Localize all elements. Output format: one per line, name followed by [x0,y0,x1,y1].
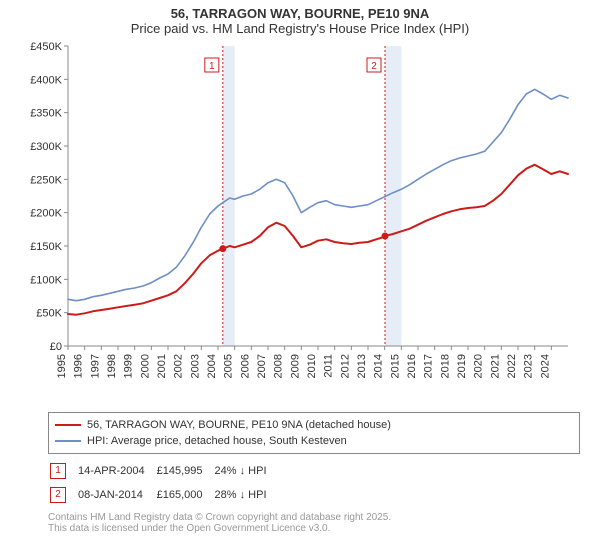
sale-row-delta: 28% ↓ HPI [215,484,277,506]
x-tick-label: 2013 [356,354,368,378]
y-tick-label: £100K [30,274,62,286]
footer: Contains HM Land Registry data © Crown c… [48,512,580,534]
x-tick-label: 1998 [106,354,118,378]
x-tick-label: 2016 [406,354,418,378]
footer-line-2: This data is licensed under the Open Gov… [48,523,580,534]
x-tick-label: 2008 [273,354,285,378]
x-tick-label: 1996 [73,354,85,378]
sale-marker-number: 1 [209,61,215,72]
x-tick-label: 2011 [323,354,335,378]
y-tick-label: £300K [30,141,62,153]
x-tick-label: 1997 [89,354,101,378]
series-hpi [68,89,568,300]
x-tick-label: 2002 [173,354,185,378]
sale-row-date: 14-APR-2004 [78,460,155,482]
x-tick-label: 2015 [389,354,401,378]
x-tick-label: 1995 [56,354,68,378]
y-tick-label: £250K [30,174,62,186]
y-tick-label: £450K [30,41,62,53]
y-tick-label: £150K [30,241,62,253]
title-block: 56, TARRAGON WAY, BOURNE, PE10 9NA Price… [0,0,600,36]
x-tick-label: 2001 [156,354,168,378]
x-tick-label: 2021 [489,354,501,378]
sale-row-marker-cell: 2 [50,484,76,506]
sale-row-marker: 2 [50,487,66,503]
address-title: 56, TARRAGON WAY, BOURNE, PE10 9NA [0,6,600,21]
x-tick-label: 2010 [306,354,318,378]
legend-label: HPI: Average price, detached house, Sout… [87,433,347,449]
x-tick-label: 2022 [506,354,518,378]
x-tick-label: 2018 [439,354,451,378]
chart-area: £0 £50K £100K £150K £200K £250K £300K £350K £400… [20,40,580,410]
legend: 56, TARRAGON WAY, BOURNE, PE10 9NA (deta… [48,412,580,454]
sale-row-marker-cell: 1 [50,460,76,482]
x-tick-label: 2014 [373,354,385,378]
subtitle: Price paid vs. HM Land Registry's House … [0,21,600,36]
sale-row-date: 08-JAN-2014 [78,484,155,506]
series-paid [68,165,568,315]
x-tick-label: 1999 [123,354,135,378]
x-tick-label: 2007 [256,354,268,378]
y-tick-label: £0 [50,341,62,353]
sale-row-price: £165,000 [157,484,213,506]
y-tick-label: £350K [30,108,62,120]
x-tick-label: 2020 [473,354,485,378]
chart-svg: £0 £50K £100K £150K £200K £250K £300K £350K £400… [20,40,580,410]
legend-swatch [55,440,81,442]
y-tick-label: £200K [30,208,62,220]
legend-swatch [55,424,81,426]
x-tick-label: 2005 [223,354,235,378]
x-tick-label: 2012 [339,354,351,378]
x-tick-label: 2003 [189,354,201,378]
sale-row: 1 14-APR-2004£145,99524% ↓ HPI [50,460,277,482]
footer-line-1: Contains HM Land Registry data © Crown c… [48,512,580,523]
sale-marker-number: 2 [371,61,377,72]
legend-label: 56, TARRAGON WAY, BOURNE, PE10 9NA (deta… [87,417,391,433]
x-tick-label: 2009 [289,354,301,378]
legend-item: HPI: Average price, detached house, Sout… [55,433,573,449]
x-tick-label: 2017 [423,354,435,378]
sales-table: 1 14-APR-2004£145,99524% ↓ HPI 2 08-JAN-201… [48,458,279,508]
x-tick-label: 2023 [523,354,535,378]
x-tick-label: 2024 [539,354,551,378]
legend-item: 56, TARRAGON WAY, BOURNE, PE10 9NA (deta… [55,417,573,433]
sale-shade-band [223,46,235,346]
x-tick-label: 2000 [139,354,151,378]
sale-row: 2 08-JAN-2014£165,00028% ↓ HPI [50,484,277,506]
sale-row-delta: 24% ↓ HPI [215,460,277,482]
y-tick-label: £50K [36,308,62,320]
sale-row-price: £145,995 [157,460,213,482]
y-tick-label: £400K [30,74,62,86]
x-tick-label: 2019 [456,354,468,378]
x-tick-label: 2004 [206,354,218,378]
x-tick-label: 2006 [239,354,251,378]
sale-row-marker: 1 [50,463,66,479]
